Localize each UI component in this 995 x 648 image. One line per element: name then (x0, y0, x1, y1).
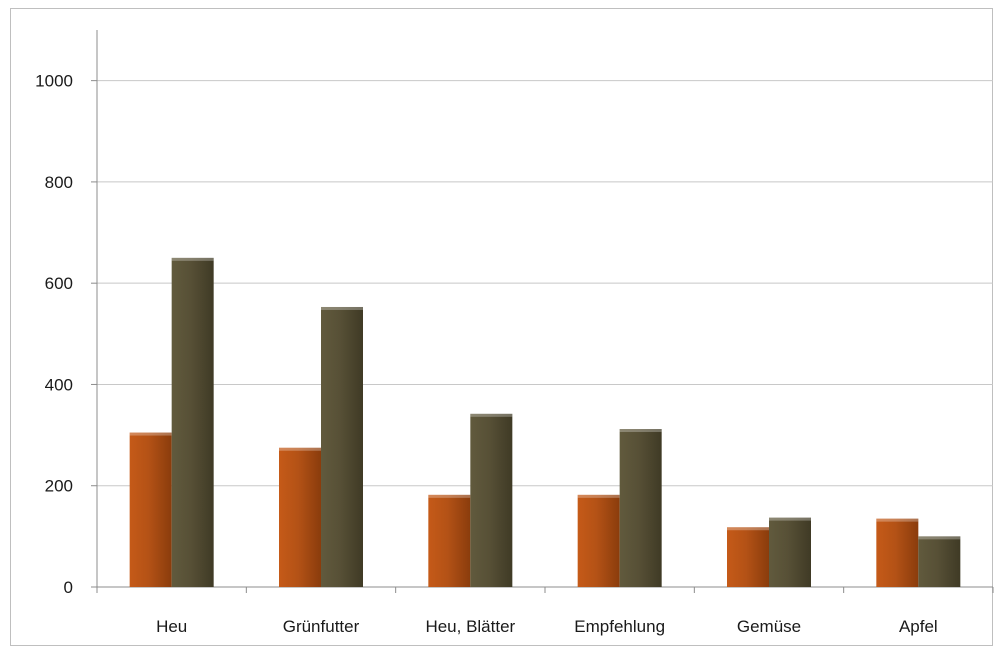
labels: 0 200 400 600 800 1000 Heu Grünfutter Heu, Blätt… (35, 72, 938, 636)
bar-top-highlight (428, 494, 471, 498)
x-category-label: Gemüse (737, 617, 801, 636)
bar-top-highlight (577, 494, 620, 498)
bar-s2-0 (171, 257, 214, 587)
bar-s1-1 (279, 447, 321, 587)
bars (129, 257, 961, 587)
bar-top-highlight (279, 447, 321, 451)
y-tick-label: 1000 (35, 72, 73, 91)
bar-top-highlight (619, 429, 662, 433)
bar-top-highlight (470, 413, 513, 417)
bar-top-highlight (876, 518, 919, 522)
axes (91, 30, 994, 593)
bar-s1-2 (428, 494, 471, 587)
bar-s1-5 (876, 518, 919, 587)
x-category-label: Grünfutter (283, 617, 360, 636)
bar-top-highlight (918, 536, 961, 540)
x-category-label: Heu (156, 617, 187, 636)
bar-s2-2 (470, 413, 513, 587)
x-category-label: Apfel (899, 617, 938, 636)
bar-top-highlight (727, 527, 769, 531)
y-tick-label: 200 (45, 477, 73, 496)
bar-s2-1 (321, 306, 363, 587)
bar-s2-4 (769, 517, 811, 587)
y-tick-label: 600 (45, 274, 73, 293)
y-tick-label: 800 (45, 173, 73, 192)
bar-top-highlight (321, 306, 363, 310)
bar-s2-3 (619, 429, 662, 587)
gridlines (97, 80, 993, 487)
bar-s1-4 (727, 527, 769, 587)
y-tick-label: 0 (64, 578, 73, 597)
bar-top-highlight (171, 257, 214, 261)
bar-top-highlight (769, 517, 811, 521)
bar-s1-3 (577, 494, 620, 587)
x-category-label: Heu, Blätter (425, 617, 515, 636)
y-tick-label: 400 (45, 375, 73, 394)
bar-s2-5 (918, 536, 961, 587)
bar-s1-0 (129, 432, 172, 587)
bar-top-highlight (129, 432, 172, 436)
x-category-label: Empfehlung (574, 617, 665, 636)
